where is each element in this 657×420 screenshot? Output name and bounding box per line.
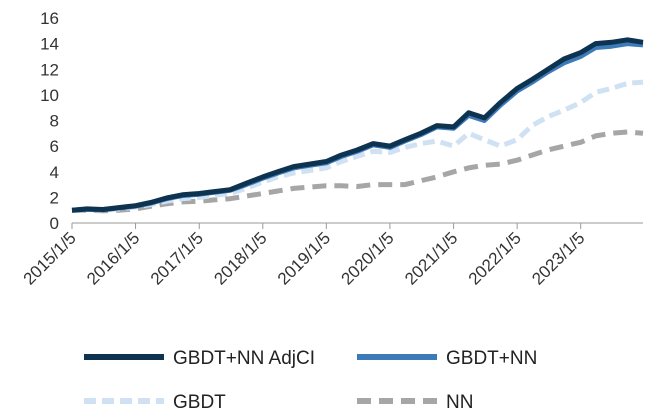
- legend-label: GBDT+NN AdjCI: [173, 348, 315, 369]
- y-tick-label: 2: [50, 188, 59, 207]
- x-tick-label: 2017/1/5: [147, 228, 207, 288]
- x-tick-label: 2023/1/5: [528, 228, 588, 288]
- x-axis: 2015/1/5 2016/1/5 2017/1/5 2018/1/5 2019/1/5…: [20, 222, 643, 289]
- x-tick-label: 2015/1/5: [20, 228, 80, 288]
- legend-entry: GBDT+NN AdjCI: [84, 348, 315, 369]
- y-tick-label: 6: [50, 137, 59, 156]
- series-layer: [71, 37, 644, 214]
- x-tick-label: 2021/1/5: [401, 228, 461, 288]
- y-tick-label: 8: [50, 112, 59, 131]
- legend-label: NN: [446, 392, 473, 413]
- x-tick-label: 2019/1/5: [274, 228, 334, 288]
- y-tick-label: 16: [40, 9, 59, 28]
- legend-label: GBDT+NN: [446, 348, 537, 369]
- y-axis: 0 2 4 6 8 10 12 14 16: [40, 9, 59, 233]
- y-tick-label: 14: [40, 35, 59, 54]
- legend-entry: NN: [357, 392, 473, 413]
- x-tick-label: 2016/1/5: [83, 228, 143, 288]
- legend-entry: GBDT+NN: [357, 348, 537, 369]
- legend: GBDT+NN AdjCI GBDT+NN GBDT NN: [84, 348, 537, 413]
- y-tick-label: 10: [40, 86, 59, 105]
- x-tick-label: 2018/1/5: [210, 228, 270, 288]
- y-tick-label: 12: [40, 60, 59, 79]
- series-line-gbdt-nn-adjci: [71, 37, 644, 213]
- x-tick-label: 2022/1/5: [465, 228, 525, 288]
- legend-label: GBDT: [173, 392, 226, 413]
- y-tick-label: 4: [50, 163, 59, 182]
- y-tick-label: 0: [50, 214, 59, 233]
- series-line-nn: [72, 129, 644, 214]
- legend-entry: GBDT: [84, 392, 226, 413]
- x-tick-label: 2020/1/5: [337, 228, 397, 288]
